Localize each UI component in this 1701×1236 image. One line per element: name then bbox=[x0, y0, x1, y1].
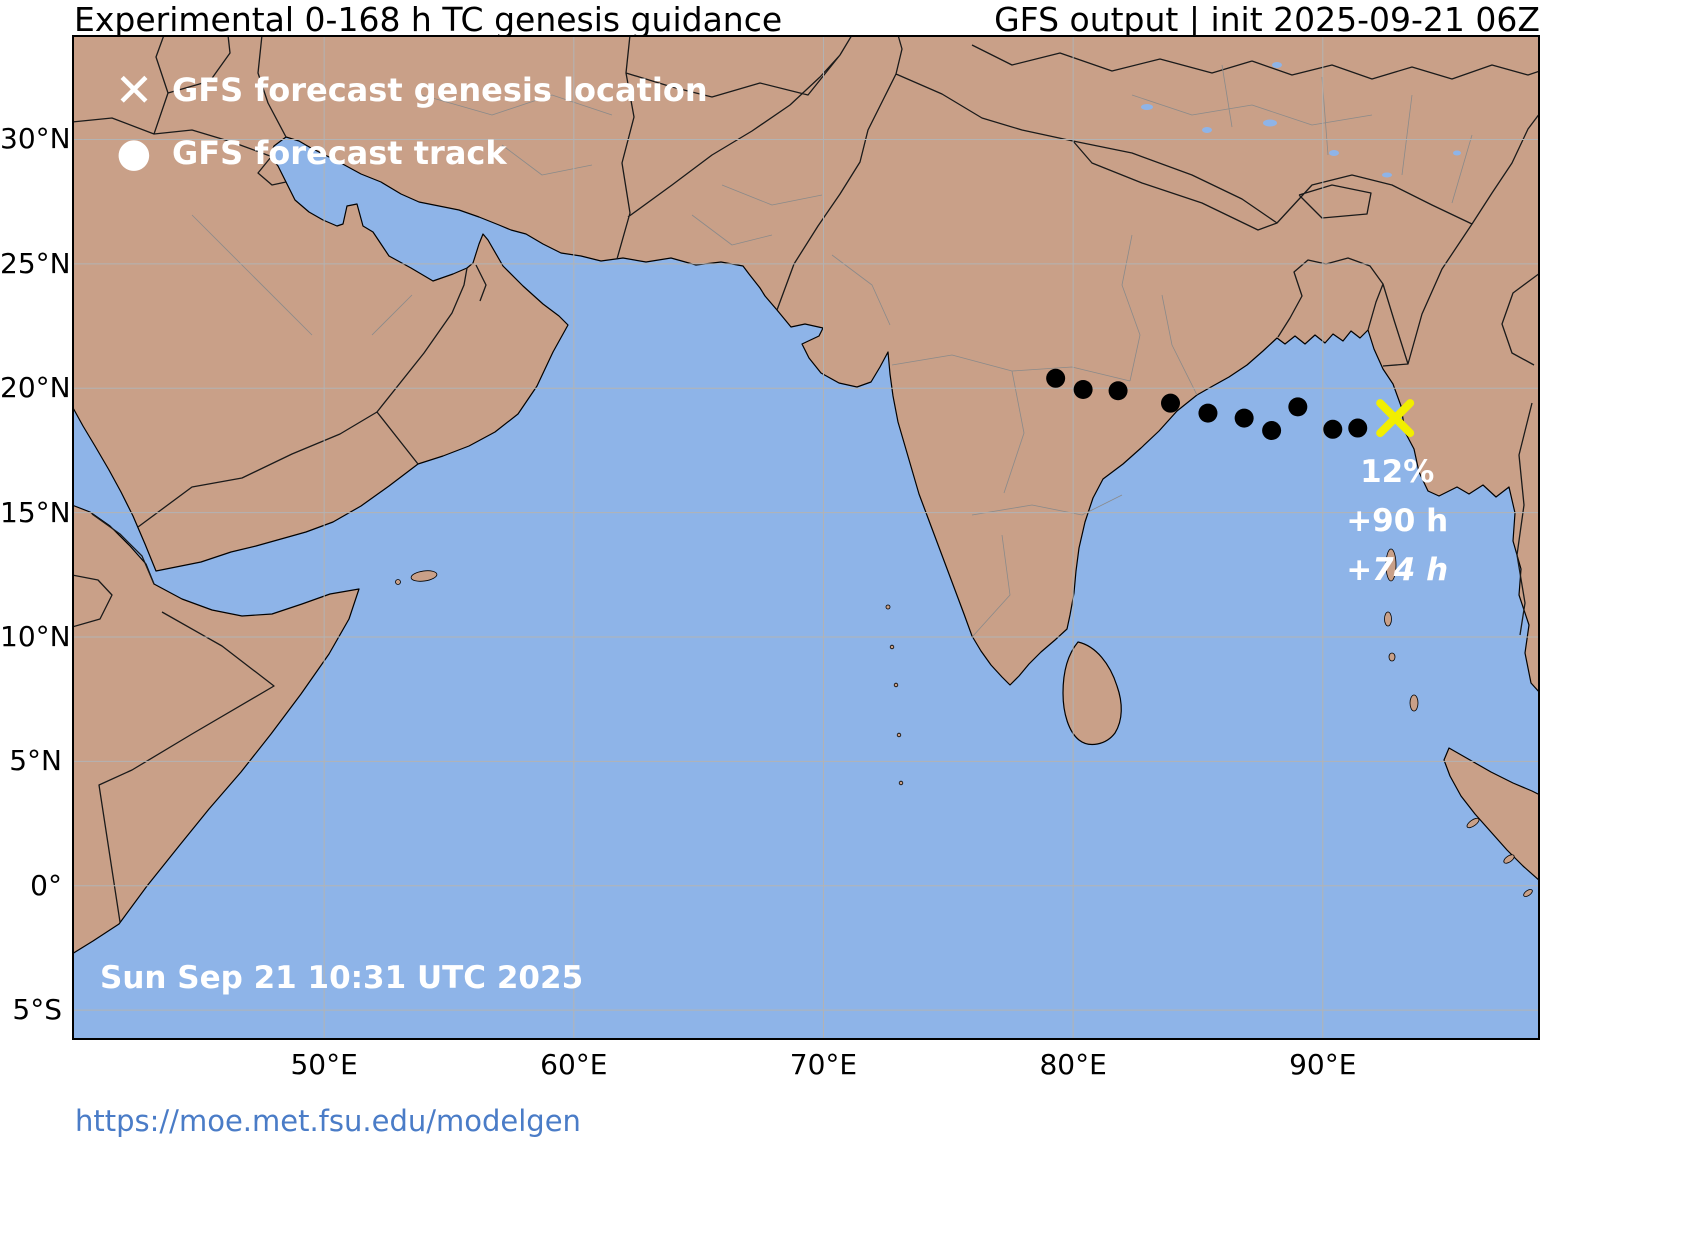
island-sumatra bbox=[1443, 747, 1540, 882]
legend-genesis-label: GFS forecast genesis location bbox=[172, 70, 708, 109]
track-dot bbox=[1323, 419, 1343, 439]
genesis-x-stroke bbox=[1376, 399, 1415, 438]
genesis-marker bbox=[1376, 399, 1415, 438]
lake bbox=[1202, 127, 1212, 133]
legend-row-track: ● GFS forecast track bbox=[96, 121, 708, 184]
lat-tick-label: 5°S bbox=[12, 993, 62, 1027]
track-hour-label: +74 h bbox=[1346, 552, 1449, 589]
island-lakshadweep-1 bbox=[885, 604, 891, 610]
track-dot bbox=[1348, 418, 1368, 438]
lon-tick-label: 70°E bbox=[789, 1048, 858, 1081]
track-dot bbox=[1161, 393, 1181, 413]
island-sri-lanka bbox=[1062, 641, 1122, 746]
state-borders bbox=[191, 64, 1473, 637]
track-dot bbox=[1288, 397, 1308, 417]
modelgen-link[interactable]: https://moe.met.fsu.edu/modelgen bbox=[75, 1104, 581, 1138]
genesis-x-icon: ✕ bbox=[114, 62, 154, 117]
track-dot-icon: ● bbox=[116, 129, 152, 176]
lake bbox=[1382, 172, 1392, 178]
lon-tick-label: 80°E bbox=[1039, 1048, 1107, 1081]
track-dot bbox=[1262, 421, 1282, 441]
island-great-nicobar bbox=[1409, 694, 1419, 712]
lat-tick-label: 15°N bbox=[0, 495, 71, 529]
tibet-lakes bbox=[1141, 62, 1461, 178]
island-car-nicobar bbox=[1388, 652, 1396, 662]
genesis-hour-label: +90 h bbox=[1346, 503, 1449, 540]
map-legend: ✕ GFS forecast genesis location ● GFS fo… bbox=[96, 58, 708, 184]
island-nias bbox=[1503, 854, 1515, 864]
lon-tick-label: 50°E bbox=[290, 1048, 358, 1081]
lat-tick-label: 10°N bbox=[0, 620, 71, 653]
track-dot bbox=[1046, 368, 1066, 388]
island-socotra bbox=[410, 570, 438, 582]
lat-tick-label: 30°N bbox=[0, 122, 71, 156]
island-batu bbox=[1523, 889, 1533, 897]
island-simeulue bbox=[1466, 817, 1480, 829]
landmasses bbox=[72, 35, 1540, 955]
island-maldives-1 bbox=[893, 682, 899, 688]
gridlines bbox=[72, 35, 1540, 1040]
genesis-annotation: 12% +90 h +74 h bbox=[1346, 448, 1448, 595]
legend-track-label: GFS forecast track bbox=[172, 133, 507, 172]
lake bbox=[1329, 150, 1339, 156]
map-frame bbox=[72, 35, 1540, 1040]
legend-row-genesis: ✕ GFS forecast genesis location bbox=[96, 58, 708, 121]
small-islands bbox=[395, 548, 1533, 897]
genesis-probability-label: 12% bbox=[1360, 454, 1435, 491]
island-little-andaman bbox=[1384, 611, 1392, 627]
world-map bbox=[72, 35, 1540, 1040]
island-andaman bbox=[1385, 548, 1397, 582]
valid-time-label: Sun Sep 21 10:31 UTC 2025 bbox=[100, 960, 584, 996]
lat-tick-label: 0° bbox=[30, 868, 62, 902]
map-border bbox=[72, 35, 1540, 1040]
lat-tick-label: 5°N bbox=[9, 744, 62, 778]
track-dots bbox=[1046, 368, 1368, 441]
track-dot bbox=[1198, 403, 1218, 423]
lake bbox=[1453, 150, 1461, 156]
track-dot bbox=[1073, 379, 1093, 399]
lake bbox=[1272, 62, 1282, 68]
model-init-title: GFS output | init 2025-09-21 06Z bbox=[994, 0, 1540, 39]
landmass-asia bbox=[72, 35, 1540, 694]
lake bbox=[1263, 119, 1277, 127]
lat-tick-label: 20°N bbox=[0, 371, 71, 405]
island-abd-al-kuri bbox=[395, 579, 401, 585]
lake bbox=[1141, 104, 1153, 110]
island-maldives-3 bbox=[898, 780, 904, 786]
lon-tick-label: 90°E bbox=[1289, 1048, 1357, 1081]
lat-tick-label: 25°N bbox=[0, 246, 71, 280]
island-lakshadweep-2 bbox=[889, 644, 895, 650]
island-maldives-2 bbox=[896, 732, 902, 738]
lon-tick-label: 60°E bbox=[540, 1048, 608, 1081]
track-dot bbox=[1234, 408, 1254, 428]
page-title: Experimental 0-168 h TC genesis guidance bbox=[74, 0, 783, 39]
track-dot bbox=[1108, 381, 1128, 401]
